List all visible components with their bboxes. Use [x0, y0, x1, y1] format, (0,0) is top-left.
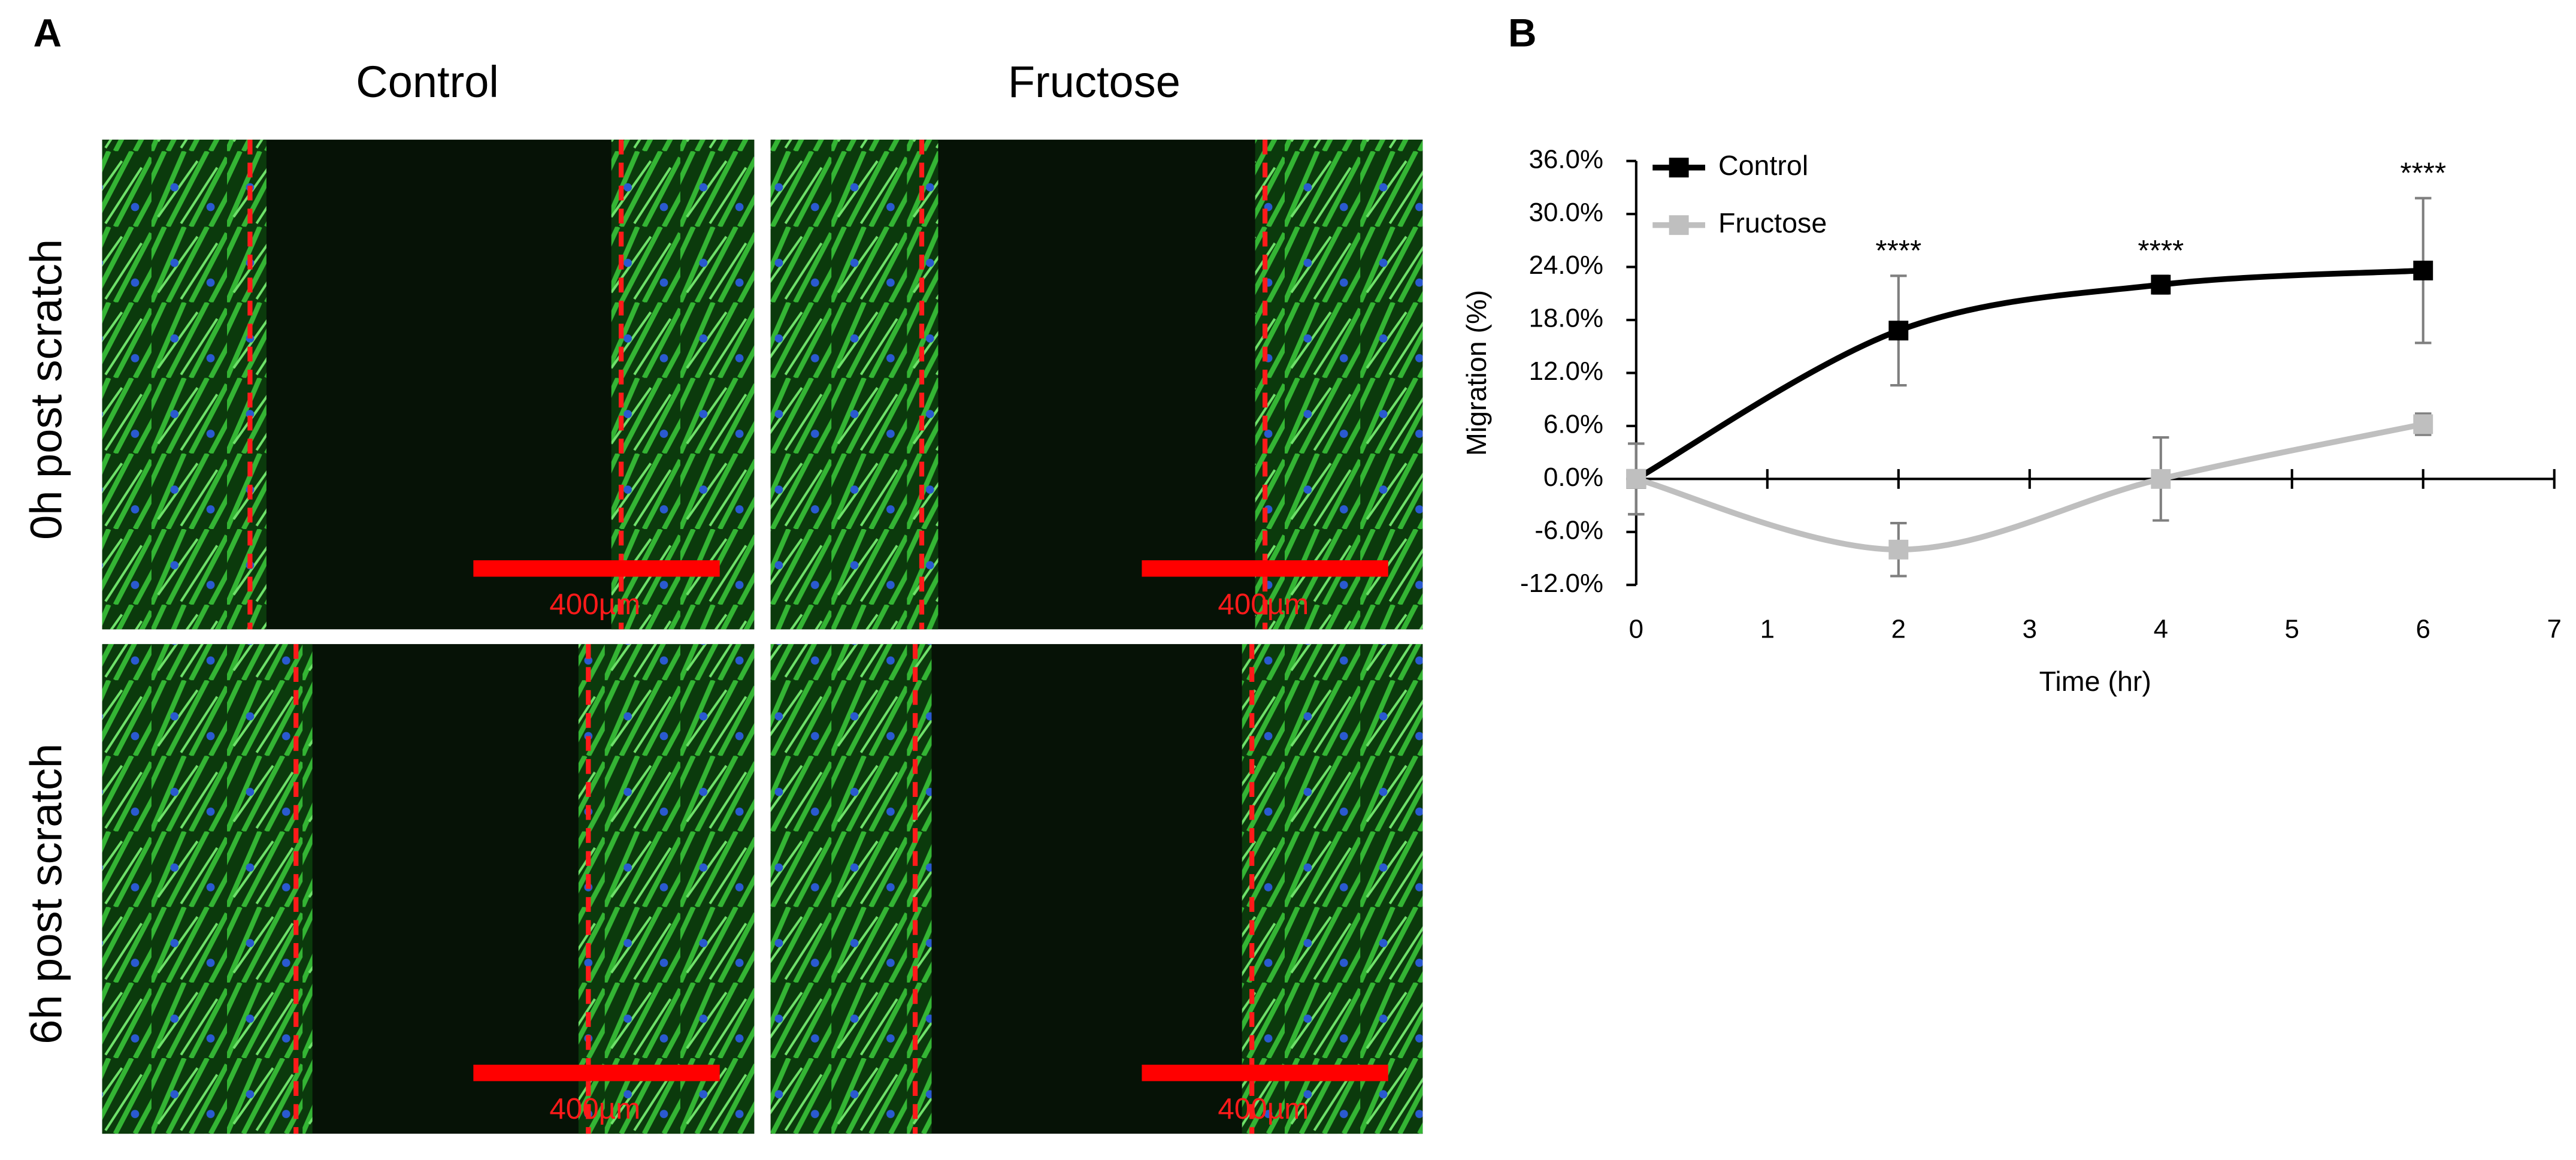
y-axis-label: Migration (%)	[1461, 290, 1492, 456]
scale-bar	[1142, 560, 1388, 577]
series-line	[1635, 421, 2424, 553]
y-tick-label: -6.0%	[1534, 515, 1603, 545]
cell-region	[770, 140, 939, 630]
scale-bar-label: 400µm	[1218, 588, 1309, 621]
cell-region	[102, 140, 267, 630]
scale-bar	[473, 1064, 720, 1082]
scale-bar	[473, 560, 720, 577]
x-tick-label: 4	[2154, 615, 2168, 644]
marker	[1888, 539, 1909, 560]
panel-label: A	[33, 11, 62, 55]
marker	[2413, 414, 2433, 434]
legend-label: Fructose	[1718, 207, 1827, 238]
x-axis-label: Time (hr)	[2039, 666, 2151, 697]
column-title: Fructose	[1008, 57, 1180, 107]
y-tick-label: 24.0%	[1529, 250, 1603, 280]
cell-region	[1242, 644, 1423, 1134]
x-tick-label: 6	[2416, 615, 2430, 644]
y-tick-label: 6.0%	[1543, 410, 1603, 439]
x-tick-label: 1	[1760, 615, 1775, 644]
panel-label: B	[1508, 11, 1537, 55]
legend-marker	[1669, 215, 1689, 235]
x-tick-label: 5	[2285, 615, 2299, 644]
marker	[2151, 274, 2171, 295]
row-label: 0h post scratch	[21, 239, 71, 540]
scale-bar-label: 400µm	[549, 1092, 640, 1125]
cell-region	[578, 644, 755, 1134]
y-tick-label: 30.0%	[1529, 198, 1603, 227]
significance: ****	[2138, 234, 2184, 267]
x-tick-label: 3	[2023, 615, 2037, 644]
column-title: Control	[356, 57, 499, 107]
significance: ****	[2400, 156, 2446, 189]
marker	[2151, 469, 2171, 489]
x-tick-label: 2	[1891, 615, 1906, 644]
scale-bar-label: 400µm	[549, 588, 640, 621]
y-tick-label: 12.0%	[1529, 357, 1603, 386]
cell-region	[1255, 140, 1423, 630]
y-tick-label: 36.0%	[1529, 144, 1603, 174]
cell-region	[102, 644, 313, 1134]
y-tick-label: 0.0%	[1543, 463, 1603, 492]
cell-region	[611, 140, 755, 630]
significance: ****	[1875, 234, 1921, 267]
y-tick-label: 18.0%	[1529, 304, 1603, 333]
cell-region	[770, 644, 932, 1134]
x-tick-label: 0	[1629, 615, 1643, 644]
legend-label: Control	[1718, 150, 1808, 181]
scale-bar	[1142, 1064, 1388, 1082]
marker	[1888, 321, 1909, 341]
marker	[2413, 261, 2433, 280]
y-tick-label: -12.0%	[1520, 569, 1603, 598]
scale-bar-label: 400µm	[1218, 1092, 1309, 1125]
series-line	[1634, 267, 2424, 482]
legend-marker	[1669, 158, 1689, 178]
marker	[1626, 469, 1646, 489]
row-label: 6h post scratch	[21, 744, 71, 1044]
x-tick-label: 7	[2547, 615, 2562, 644]
